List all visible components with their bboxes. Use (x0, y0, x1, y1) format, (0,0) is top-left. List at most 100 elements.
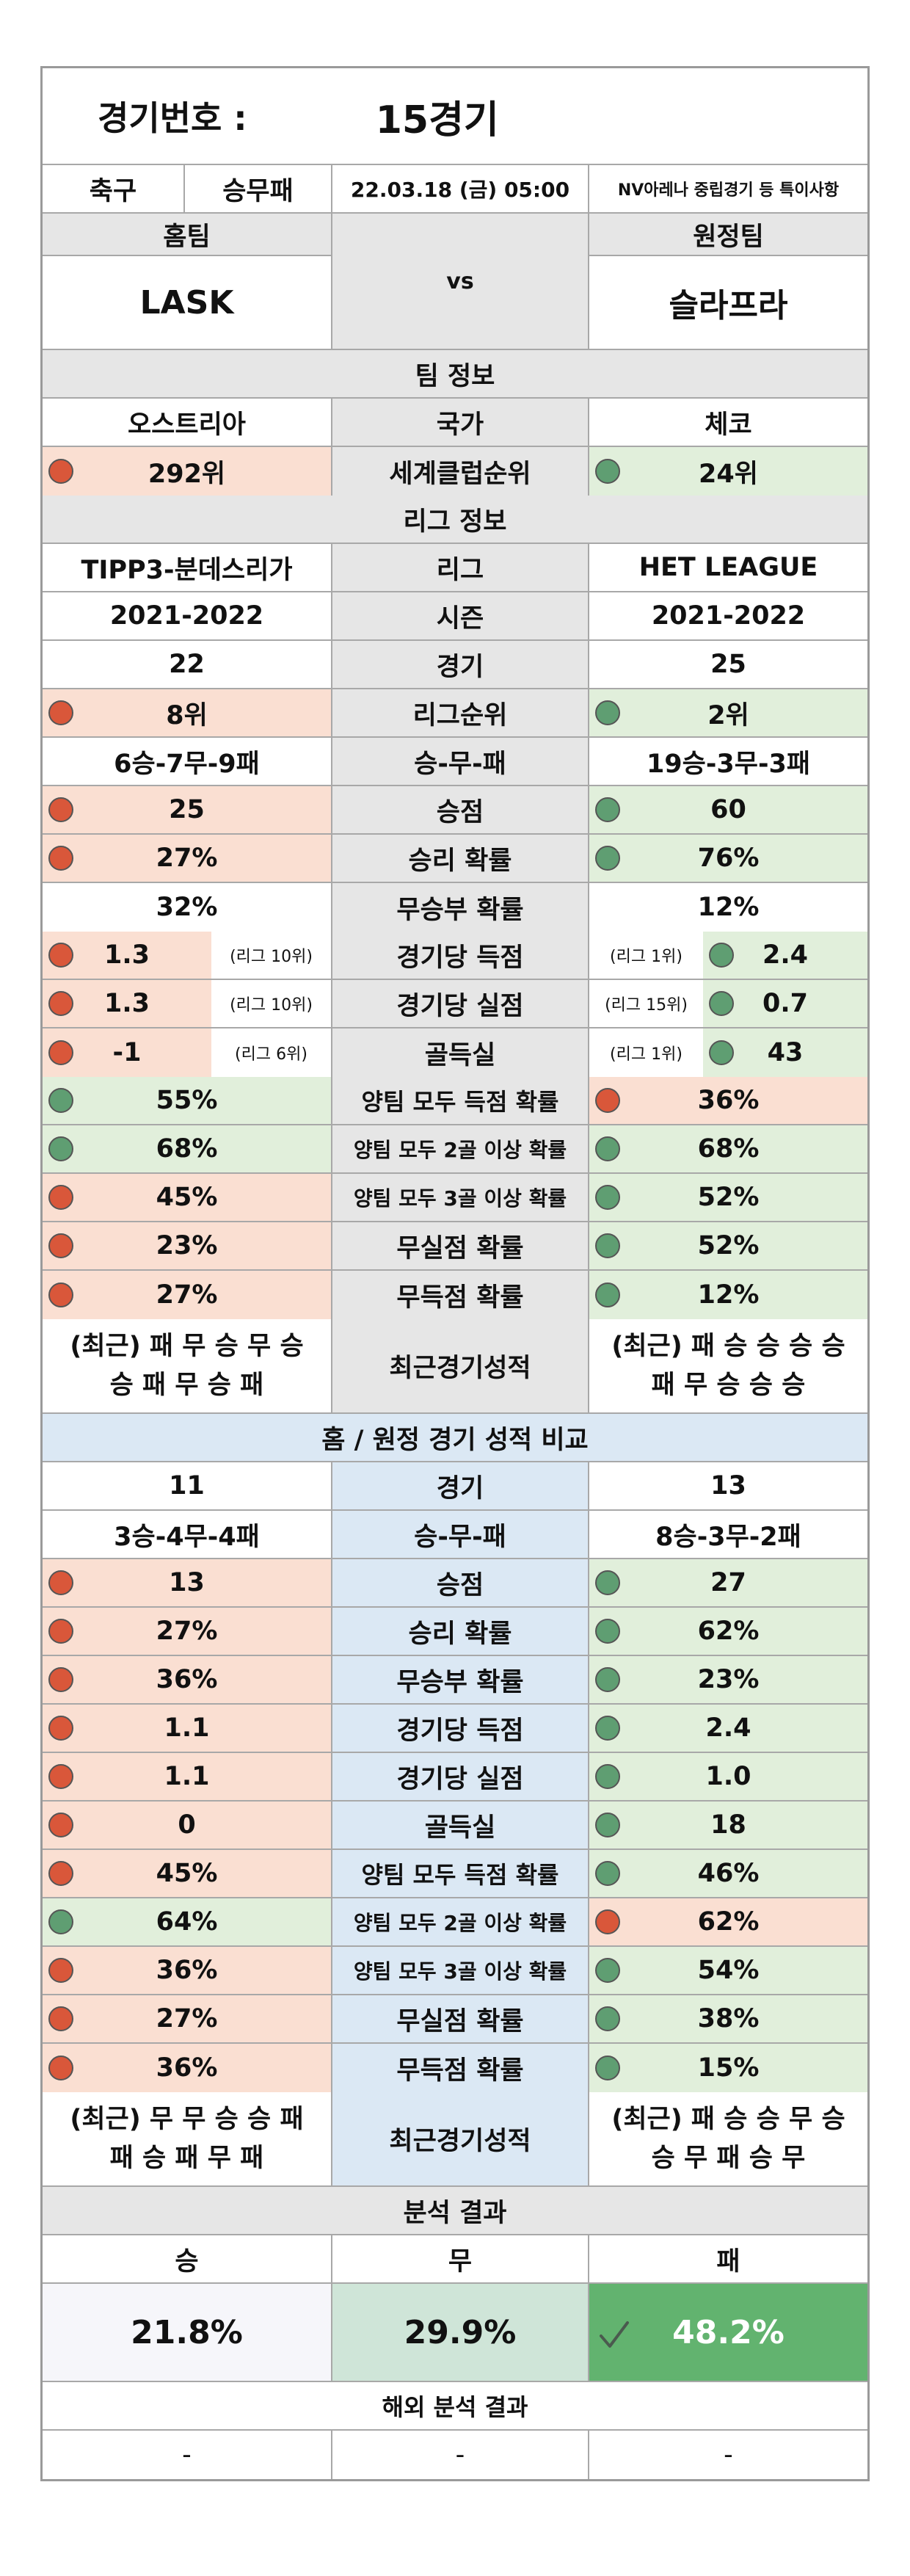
stat-label: 세계클럽순위 (332, 447, 589, 496)
away-value: 60 (589, 786, 867, 833)
away-value: 15% (589, 2044, 867, 2092)
section-analysis: 분석 결과 (43, 2187, 867, 2235)
away-league-rank: (리그 1위) (589, 1028, 703, 1077)
loss-probability: 48.2% (672, 2313, 785, 2351)
stat-label: 양팀 모두 득점 확률 (332, 1077, 589, 1124)
away-value: 76% (589, 835, 867, 882)
home-value-text: 오스트리아 (127, 410, 246, 440)
stat-row: 13 승점 27 (43, 1559, 867, 1608)
home-league-rank: (리그 10위) (211, 980, 331, 1027)
home-value: 32% (43, 883, 332, 932)
stat-row: 8위 리그순위 2위 (43, 689, 867, 738)
away-league-rank: (리그 1위) (589, 932, 703, 979)
away-value-text: 18 (710, 1810, 746, 1840)
home-value-text: 1.1 (164, 1713, 210, 1743)
home-value-text: 13 (169, 1568, 205, 1597)
green-indicator-icon (709, 991, 734, 1016)
stat-label: 무승부 확률 (332, 883, 589, 932)
teams-row: 홈팀 LASK vs 원정팀 슬라프라 (43, 214, 867, 350)
home-value: 64% (43, 1898, 332, 1945)
away-value: (리그 15위) 0.7 (589, 980, 867, 1027)
section-league-info: 리그 정보 (43, 496, 867, 544)
stat-label-text: 골득실 (424, 1813, 496, 1843)
check-icon (600, 2321, 629, 2348)
green-indicator-icon (595, 1861, 620, 1886)
recent-form-row: (최근) 패 무 승 무 승 승 패 무 승 패 최근경기성적 (최근) 패 승… (43, 1319, 867, 1414)
home-value-text: 1.3 (103, 940, 150, 970)
home-value-text: 1.1 (164, 1762, 210, 1791)
home-team-label: 홈팀 (43, 214, 331, 256)
stat-row: 1.1 경기당 실점 1.0 (43, 1753, 867, 1802)
stat-label-text: 승-무-패 (414, 749, 506, 779)
home-value-text: 27% (156, 1280, 218, 1310)
stat-label: 양팀 모두 득점 확률 (332, 1850, 589, 1897)
league-rank-row: -1 (리그 6위) 골득실 (리그 1위) 43 (43, 1028, 867, 1077)
stat-row: 6승-7무-9패 승-무-패 19승-3무-3패 (43, 738, 867, 786)
league-info-rows: TIPP3-분데스리가 리그 HET LEAGUE 2021-2022 시즌 2021-2… (43, 544, 867, 932)
away-value-text: 2021-2022 (651, 601, 806, 631)
stat-label-text: 무승부 확률 (396, 1667, 524, 1697)
stat-label: 무득점 확률 (332, 2044, 589, 2092)
stat-label-text: 무득점 확률 (396, 1282, 524, 1313)
home-value: 23% (43, 1222, 332, 1269)
stat-row: 27% 무실점 확률 38% (43, 1995, 867, 2044)
recent-form-label: 최근경기성적 (332, 1319, 589, 1412)
header-row: 경기번호 : 15경기 (43, 68, 867, 165)
stat-row: 45% 양팀 모두 득점 확률 46% (43, 1850, 867, 1898)
away-value: 2위 (589, 689, 867, 736)
away-value: 12% (589, 1271, 867, 1319)
home-value-cell: 1.3 (43, 980, 211, 1027)
away-value: 1.0 (589, 1753, 867, 1800)
stat-row: 36% 양팀 모두 3골 이상 확률 54% (43, 1947, 867, 1995)
red-indicator-icon (48, 700, 73, 725)
away-value: 2.4 (589, 1705, 867, 1752)
away-value: (리그 1위) 43 (589, 1028, 867, 1077)
stat-label-text: 양팀 모두 2골 이상 확률 (353, 1138, 567, 1162)
home-value: 45% (43, 1174, 332, 1221)
overseas-away: - (724, 2440, 733, 2470)
away-value-cell: 0.7 (703, 980, 867, 1027)
red-indicator-icon (48, 1716, 73, 1741)
away-value: 62% (589, 1898, 867, 1945)
away-value: 38% (589, 1995, 867, 2042)
stat-label-text: 승리 확률 (408, 1619, 512, 1649)
red-indicator-icon (48, 2006, 73, 2031)
away-value: 체코 (589, 399, 867, 446)
stat-label-text: 리그 (436, 555, 484, 585)
section-team-info: 팀 정보 (43, 350, 867, 399)
red-indicator-icon (48, 1282, 73, 1307)
home-value: 55% (43, 1077, 332, 1124)
home-value-text: 27% (156, 2004, 218, 2033)
stat-label-text: 무실점 확률 (396, 2006, 524, 2036)
stat-label-text: 승-무-패 (414, 1522, 506, 1552)
away-value-text: 52% (697, 1183, 760, 1212)
stat-label: 양팀 모두 3골 이상 확률 (332, 1174, 589, 1221)
green-indicator-icon (595, 1282, 620, 1307)
home-value-text: 25 (169, 795, 205, 824)
home-recent-form: (최근) 패 무 승 무 승 승 패 무 승 패 (43, 1319, 332, 1412)
away-ha-recent-form: (최근) 패 승 승 무 승 승 무 패 승 무 (589, 2092, 867, 2185)
home-value: 292위 (43, 447, 332, 496)
away-value-text: 8승-3무-2패 (655, 1522, 801, 1552)
match-datetime: 22.03.18 (금) 05:00 (332, 165, 589, 212)
home-value: 0 (43, 1802, 332, 1848)
stat-label: 경기당 실점 (332, 1753, 589, 1800)
away-value-text: 23% (697, 1665, 760, 1694)
away-value-text: 24위 (699, 459, 758, 489)
home-ha-recent-form: (최근) 무 무 승 승 패 패 승 패 무 패 (43, 2092, 332, 2185)
draw-label: 무 (332, 2235, 589, 2282)
green-indicator-icon (709, 1040, 734, 1065)
home-value: 1.1 (43, 1705, 332, 1752)
red-indicator-icon (48, 1570, 73, 1595)
green-indicator-icon (48, 1909, 73, 1934)
green-indicator-icon (595, 1716, 620, 1741)
away-recent-line1: (최근) 패 승 승 승 승 (611, 1332, 845, 1361)
home-value-cell: 1.3 (43, 932, 211, 979)
home-value-text: 11 (169, 1471, 205, 1501)
home-league-rank: (리그 10위) (211, 932, 331, 979)
away-value: 68% (589, 1125, 867, 1172)
home-value: 2021-2022 (43, 592, 332, 639)
red-indicator-icon (48, 459, 73, 484)
ha-recent-form-label: 최근경기성적 (332, 2092, 589, 2185)
stat-row: 27% 승리 확률 62% (43, 1608, 867, 1656)
